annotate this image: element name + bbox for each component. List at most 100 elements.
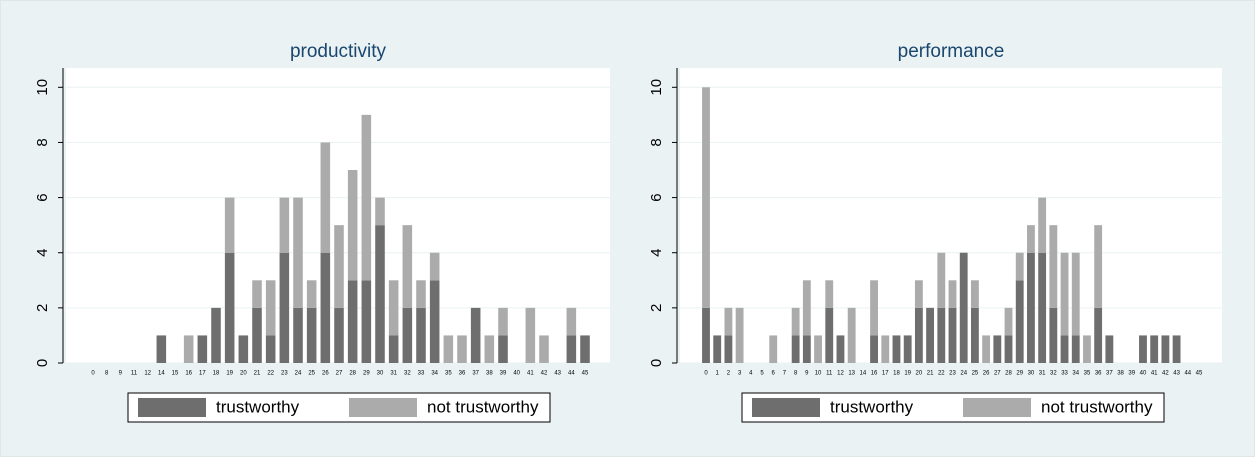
bar	[1004, 335, 1013, 363]
bar	[769, 335, 778, 363]
bar	[870, 280, 878, 336]
y-tick-label: 10	[34, 79, 51, 96]
x-tick-label: 39	[500, 371, 507, 377]
bar	[293, 197, 303, 308]
bar	[539, 335, 549, 363]
bar	[183, 335, 194, 363]
bar	[306, 307, 317, 363]
x-tick-label: 19	[904, 371, 911, 377]
x-tick-label: 21	[927, 371, 934, 377]
bar	[265, 335, 276, 363]
x-tick-label: 42	[541, 371, 548, 377]
y-tick-label: 0	[648, 359, 665, 367]
chart-title: performance	[898, 41, 1005, 62]
x-tick-label: 33	[1061, 371, 1068, 377]
x-tick-label: 34	[431, 371, 438, 377]
bar	[825, 307, 834, 363]
bar	[1139, 335, 1147, 363]
x-tick-label: 35	[445, 371, 452, 377]
bar	[814, 335, 822, 363]
bar	[252, 280, 262, 308]
x-tick-label: 8	[105, 371, 109, 377]
x-tick-label: 25	[972, 371, 979, 377]
bar	[347, 170, 358, 281]
bar	[279, 197, 290, 253]
bar	[498, 335, 508, 363]
x-tick-label: 14	[860, 371, 867, 377]
bar	[724, 307, 733, 336]
bar	[1083, 335, 1091, 363]
bar	[265, 280, 276, 336]
x-tick-label: 31	[1039, 371, 1046, 377]
bar	[402, 307, 413, 363]
y-tick-label: 0	[34, 359, 51, 367]
y-tick-label: 6	[34, 193, 51, 201]
x-tick-label: 7	[783, 371, 787, 377]
bar	[970, 280, 979, 308]
bar	[914, 280, 923, 308]
bar	[702, 87, 710, 308]
bar	[1071, 335, 1080, 363]
x-tick-label: 8	[794, 371, 798, 377]
bar	[802, 335, 811, 363]
bar	[402, 225, 413, 308]
bar	[416, 280, 426, 308]
bar	[484, 335, 495, 363]
bar	[293, 307, 303, 363]
x-tick-label: 23	[281, 371, 288, 377]
bar	[197, 335, 208, 363]
x-tick-label: 33	[418, 371, 425, 377]
x-tick-label: 24	[960, 371, 967, 377]
bar	[334, 225, 344, 308]
x-tick-label: 45	[1196, 371, 1203, 377]
bar	[320, 252, 331, 363]
bar	[1172, 335, 1181, 363]
bar	[1038, 197, 1047, 253]
bar	[566, 307, 577, 336]
bar	[1004, 307, 1013, 336]
bar	[926, 307, 935, 363]
x-tick-label: 4	[749, 371, 753, 377]
bar	[429, 252, 440, 281]
y-tick-label: 8	[34, 138, 51, 146]
bar	[982, 335, 991, 363]
legend-swatch	[963, 398, 1031, 417]
x-tick-label: 42	[1162, 371, 1169, 377]
x-tick-label: 36	[459, 371, 466, 377]
x-tick-label: 44	[1184, 371, 1191, 377]
x-tick-label: 41	[1151, 371, 1158, 377]
bar	[443, 335, 454, 363]
bar	[211, 307, 221, 363]
x-tick-label: 17	[199, 371, 206, 377]
x-tick-label: 27	[336, 371, 343, 377]
x-tick-label: 6	[772, 371, 776, 377]
bar	[279, 252, 290, 363]
bar	[735, 307, 744, 363]
legend-label: trustworthy	[216, 397, 300, 416]
x-tick-label: 29	[1016, 371, 1023, 377]
bar	[702, 307, 710, 363]
y-tick-label: 8	[648, 138, 665, 146]
x-tick-label: 9	[805, 371, 809, 377]
x-tick-label: 35	[1084, 371, 1091, 377]
y-tick-label: 4	[34, 249, 51, 257]
bar	[525, 307, 536, 363]
x-tick-label: 11	[826, 371, 833, 377]
x-tick-label: 16	[871, 371, 878, 377]
x-tick-label: 10	[815, 371, 822, 377]
x-tick-label: 40	[1140, 371, 1147, 377]
bar	[892, 335, 901, 363]
x-tick-label: 22	[938, 371, 945, 377]
x-tick-label: 29	[363, 371, 370, 377]
bar	[847, 307, 856, 363]
legend-label: not trustworthy	[427, 397, 539, 416]
y-tick-label: 2	[34, 304, 51, 312]
bar	[937, 252, 946, 308]
x-tick-label: 44	[568, 371, 575, 377]
y-tick-label: 10	[648, 79, 665, 96]
y-tick-label: 4	[648, 249, 665, 257]
x-tick-label: 14	[158, 371, 165, 377]
x-tick-label: 39	[1128, 371, 1135, 377]
bar	[470, 307, 481, 363]
x-tick-label: 37	[1106, 371, 1113, 377]
